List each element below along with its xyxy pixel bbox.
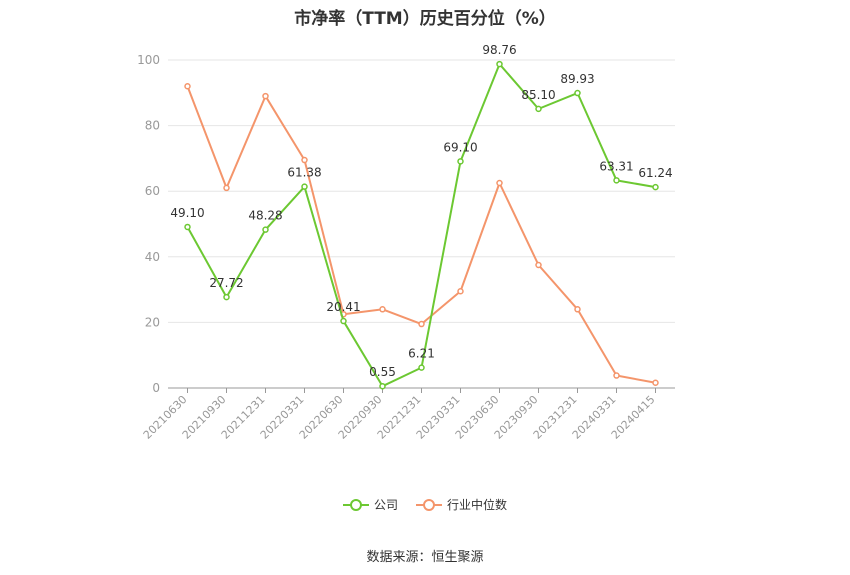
y-tick-label: 20 [145, 315, 160, 329]
data-point [379, 306, 386, 313]
data-label: 85.10 [521, 88, 555, 102]
data-point [496, 179, 503, 187]
data-point [184, 82, 191, 90]
legend-label: 公司 [373, 498, 398, 512]
data-label: 61.24 [638, 166, 672, 180]
data-labels: 49.10 27.72 48.28 61.38 20.41 0.55 6.21 69.10 98… [170, 43, 672, 379]
data-label: 63.31 [599, 159, 633, 173]
chart-title: 市净率（TTM）历史百分位（%） [294, 9, 556, 29]
axes: 0204060801002021063020210930202112312022… [137, 53, 675, 442]
data-point [301, 156, 308, 164]
data-point [535, 105, 542, 113]
data-label: 0.55 [369, 365, 396, 379]
data-point [457, 287, 464, 295]
data-label: 98.76 [482, 43, 516, 57]
data-point [262, 226, 269, 233]
y-tick-label: 0 [152, 381, 160, 395]
data-label: 48.28 [248, 209, 282, 223]
series-lines [184, 60, 659, 390]
data-label: 49.10 [170, 206, 204, 220]
data-point [574, 89, 581, 97]
legend-line-icon [416, 498, 442, 512]
legend-label: 行业中位数 [447, 498, 508, 512]
y-tick-label: 80 [145, 119, 160, 133]
data-label: 69.10 [443, 140, 477, 154]
grid-lines [168, 59, 675, 323]
data-point [301, 183, 308, 190]
data-point [613, 372, 620, 379]
data-point [574, 306, 581, 313]
y-tick-label: 40 [145, 250, 160, 264]
data-point [223, 293, 230, 301]
legend-item-company[interactable]: 公司 [342, 496, 398, 513]
data-point [184, 223, 191, 231]
data-point [418, 364, 425, 371]
y-tick-label: 100 [137, 53, 160, 67]
legend: 公司 行业中位数 [0, 496, 850, 513]
y-tick-label: 60 [145, 184, 160, 198]
data-label: 20.41 [326, 300, 360, 314]
data-point [613, 177, 620, 184]
data-point [340, 317, 347, 325]
data-point [457, 158, 464, 165]
legend-line-icon [342, 498, 369, 512]
data-point [652, 379, 659, 387]
data-label: 89.93 [560, 72, 594, 86]
legend-item-industry-median[interactable]: 行业中位数 [416, 496, 507, 513]
data-label: 6.21 [408, 347, 435, 361]
data-point [535, 261, 542, 269]
series-line [186, 85, 656, 384]
data-point [262, 92, 269, 100]
source-note: 数据来源：恒生聚源 [366, 550, 484, 565]
data-point [379, 382, 386, 390]
data-point [223, 184, 230, 192]
data-point [418, 320, 425, 328]
data-point [652, 183, 659, 191]
data-label: 61.38 [287, 166, 321, 180]
data-point [496, 60, 503, 68]
data-label: 27.72 [209, 276, 243, 290]
